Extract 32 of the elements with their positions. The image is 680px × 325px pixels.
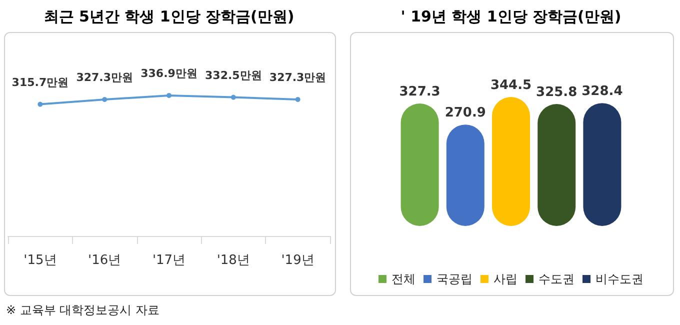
legend-label: 비수도권 (596, 272, 644, 286)
data-label: 315.7만원 (12, 76, 69, 89)
chart-title: ' 19년 학생 1인당 장학금(만원) (400, 8, 622, 26)
point (38, 102, 43, 107)
data-label: 325.8 (536, 85, 578, 100)
bar (400, 103, 439, 226)
bar (492, 97, 530, 226)
data-label: 327.3만원 (269, 70, 326, 84)
bar (538, 104, 576, 226)
point (230, 94, 236, 100)
data-label: 328.4 (582, 84, 623, 100)
legend-label: 수도권 (538, 272, 574, 286)
chart-title: 최근 5년간 학생 1인당 장학금(만원) (44, 8, 294, 26)
x-tick-label: '15년 (24, 253, 57, 268)
data-label: 327.3 (399, 84, 440, 100)
legend-label: 사립 (494, 272, 518, 286)
point (166, 92, 172, 98)
legend-label: 전체 (392, 272, 416, 286)
x-tick-label: '18년 (216, 253, 250, 268)
data-label: 332.5만원 (205, 68, 262, 82)
legend-label: 국공립 (436, 272, 472, 286)
x-tick-label: '19년 (281, 253, 314, 268)
point (102, 96, 108, 102)
text: ※ 교육부 대학정보공시 자료 (6, 302, 160, 319)
x-tick-label: '17년 (152, 253, 186, 268)
data-label: 327.3만원 (76, 70, 133, 84)
bar (583, 103, 622, 226)
data-label: 336.9만원 (140, 66, 198, 80)
data-label: 344.5 (490, 78, 532, 94)
point (295, 96, 300, 102)
data-label: 270.9 (444, 106, 486, 121)
x-tick-label: '16년 (88, 253, 122, 268)
